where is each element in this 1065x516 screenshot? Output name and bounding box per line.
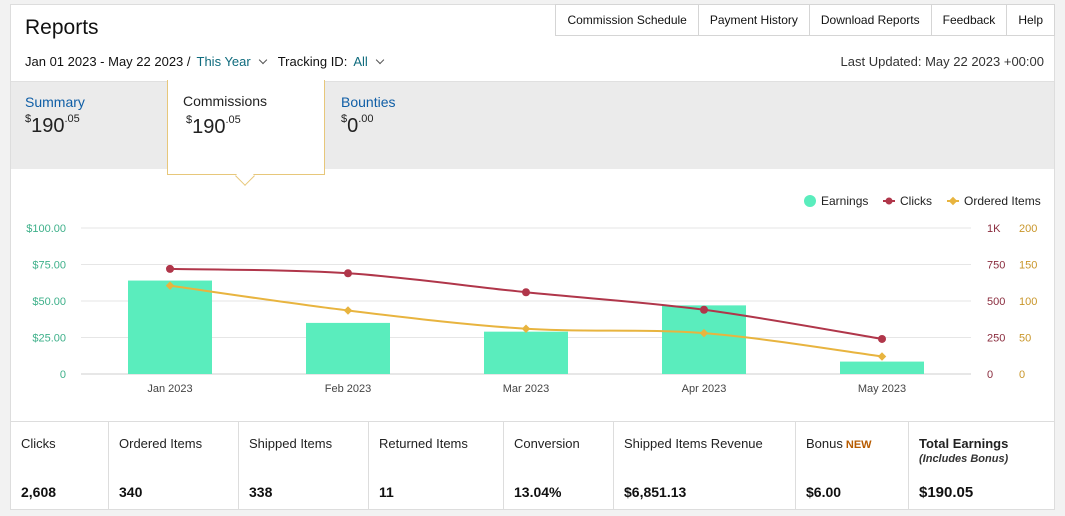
earnings-bar [306,322,390,374]
stat-ordered-items: Ordered Items 340 [109,422,239,509]
right-axis-items-tick: 200 [1019,223,1037,235]
clicks-point [878,334,886,343]
tab-commissions[interactable]: Commissions $190.05 [167,80,325,186]
left-axis-tick: $100.00 [26,223,66,235]
filter-bar: Jan 01 2023 - May 22 2023 / This Year Tr… [25,54,395,69]
stat-value: 340 [119,484,143,500]
stat-note: (Includes Bonus) [919,453,1009,465]
legend-clicks-marker [885,197,893,205]
ordered-items-point [877,352,887,361]
clicks-point [166,264,174,273]
ordered-items-point [521,324,531,333]
stat-label: Ordered Items [119,436,203,451]
earnings-bar [662,305,746,374]
right-axis-clicks-tick: 1K [987,223,1001,235]
left-axis-tick: $50.00 [32,296,66,308]
stat-value: 2,608 [21,484,57,500]
left-axis-tick: $75.00 [32,260,66,272]
right-axis-clicks-tick: 0 [987,369,993,381]
tab-summary-value: $190.05 [25,113,80,137]
ordered-items-point [699,328,709,338]
stat-value: 13.04% [514,484,562,500]
ordered-items-point [343,306,353,315]
clicks-point [522,288,530,297]
tab-summary[interactable]: Summary $190.05 [25,94,85,138]
earnings-bar [128,280,212,374]
legend-items-marker [948,196,958,206]
stat-shipped-items: Shipped Items 338 [239,422,369,509]
tracking-id-label: Tracking ID: [277,54,348,69]
download-reports-button[interactable]: Download Reports [808,4,932,36]
date-range-text: Jan 01 2023 - May 22 2023 / [25,54,191,69]
right-axis-items-tick: 150 [1019,260,1037,272]
stat-value: 338 [249,484,273,500]
ordered-items-point [165,281,175,290]
stat-label: Returned Items [379,436,468,451]
stat-clicks: Clicks 2,608 [11,422,109,509]
x-axis-label: May 2023 [858,383,906,395]
stat-total-earnings: Total Earnings (Includes Bonus) $190.05 [909,422,1054,509]
tracking-id-dropdown[interactable]: All [353,54,368,69]
legend-earnings-marker [804,195,816,207]
stat-label: Total Earnings [919,436,1009,451]
right-axis-clicks-tick: 500 [987,296,1005,308]
period-dropdown[interactable]: This Year [196,54,251,69]
stat-label: Clicks [21,436,56,451]
stat-value: $6.00 [806,484,842,500]
earnings-chart: $100.00 1K 200$75.00 750 150$50.00 500 100$25.… [26,194,1041,395]
legend-label: Clicks [900,194,932,208]
clicks-point [344,269,352,278]
stat-value: $190.05 [919,484,974,501]
stat-conversion: Conversion 13.04% [504,422,614,509]
stat-shipped-revenue: Shipped Items Revenue $6,851.13 [614,422,796,509]
stat-value: 11 [379,484,394,500]
right-axis-clicks-tick: 750 [987,260,1005,272]
tab-summary-label: Summary [25,94,85,110]
left-axis-tick: $25.00 [32,333,66,345]
tab-commissions-label: Commissions [183,93,268,109]
stat-value: $6,851.13 [624,484,687,500]
x-axis-label: Feb 2023 [325,383,371,395]
right-axis-clicks-tick: 250 [987,333,1005,345]
stat-label: Conversion [514,436,580,451]
legend-label: Earnings [821,194,868,208]
right-axis-items-tick: 100 [1019,296,1037,308]
x-axis-label: Mar 2023 [503,383,549,395]
feedback-button[interactable]: Feedback [930,4,1008,36]
legend-label: Ordered Items [964,194,1041,208]
right-axis-items-tick: 50 [1019,333,1031,345]
left-axis-tick: 0 [60,369,66,381]
reports-panel: Reports Commission Schedule Payment Hist… [10,4,1055,510]
tab-bounties-value: $0.00 [341,113,374,137]
stats-row: Clicks 2,608 Ordered Items 340 Shipped I… [11,421,1054,509]
tab-commissions-value: $190.05 [186,114,241,138]
top-nav: Commission Schedule Payment History Down… [555,4,1055,36]
x-axis-label: Jan 2023 [147,383,192,395]
earnings-bar [840,361,924,374]
help-button[interactable]: Help [1006,4,1055,36]
stat-label: Shipped Items Revenue [624,436,763,451]
right-axis-items-tick: 0 [1019,369,1025,381]
earnings-bar [484,331,568,374]
new-badge: NEW [845,439,872,451]
stat-returned-items: Returned Items 11 [369,422,504,509]
x-axis-label: Apr 2023 [682,383,727,395]
tab-bounties[interactable]: Bounties $0.00 [341,94,395,138]
stat-bonus: Bonus NEW $6.00 [796,422,909,509]
last-updated-text: Last Updated: May 22 2023 +00:00 [840,54,1044,69]
clicks-point [700,305,708,314]
page-title: Reports [25,16,99,39]
tab-bounties-label: Bounties [341,94,396,110]
stat-label: Shipped Items [249,436,333,451]
stat-label: Bonus NEW [806,436,872,451]
